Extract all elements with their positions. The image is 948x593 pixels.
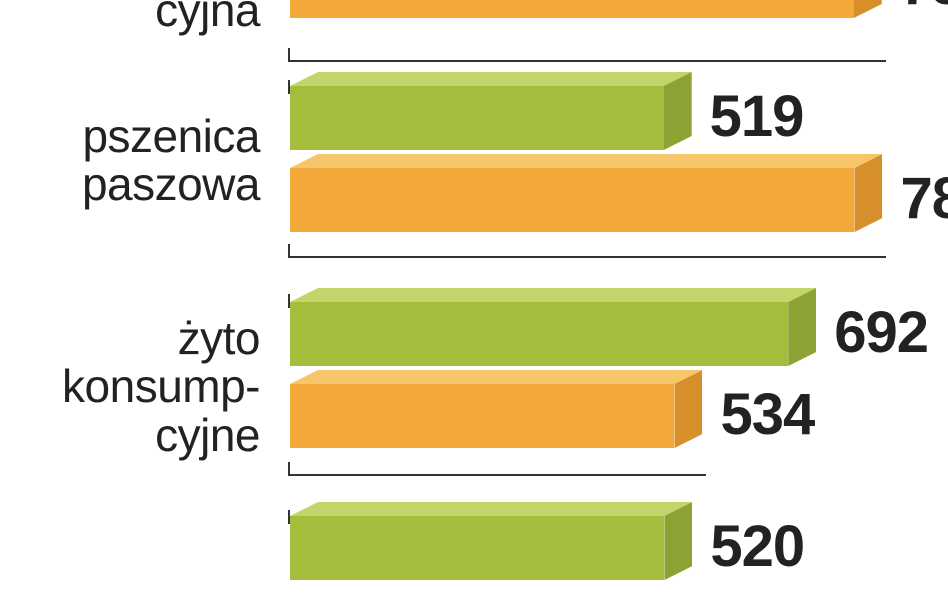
axis-baseline bbox=[288, 256, 886, 258]
bar-orange bbox=[290, 384, 702, 448]
axis-tick bbox=[288, 244, 290, 258]
bar-green bbox=[290, 302, 816, 366]
category-label: cyjna bbox=[155, 0, 260, 34]
axis-tick bbox=[288, 48, 290, 62]
bar-green bbox=[290, 516, 692, 580]
axis-tick bbox=[288, 462, 290, 476]
bar-value: 534 bbox=[720, 381, 814, 448]
category-label: żyto konsump- cyjne bbox=[62, 314, 260, 459]
bar-orange bbox=[290, 168, 882, 232]
category-label: pszenica paszowa bbox=[82, 112, 260, 209]
grain-price-bar-chart: cyjna 783 pszenica paszowa 519 784 żyto konsu… bbox=[0, 0, 948, 593]
bar-green bbox=[290, 86, 692, 150]
bar-orange bbox=[290, 0, 882, 18]
axis-baseline bbox=[288, 474, 706, 476]
bar-value: 520 bbox=[710, 513, 804, 580]
bar-value: 784 bbox=[900, 165, 948, 232]
bar-value: 692 bbox=[834, 299, 928, 366]
bar-value: 783 bbox=[900, 0, 948, 18]
bar-value: 519 bbox=[710, 83, 804, 150]
axis-baseline bbox=[288, 60, 886, 62]
